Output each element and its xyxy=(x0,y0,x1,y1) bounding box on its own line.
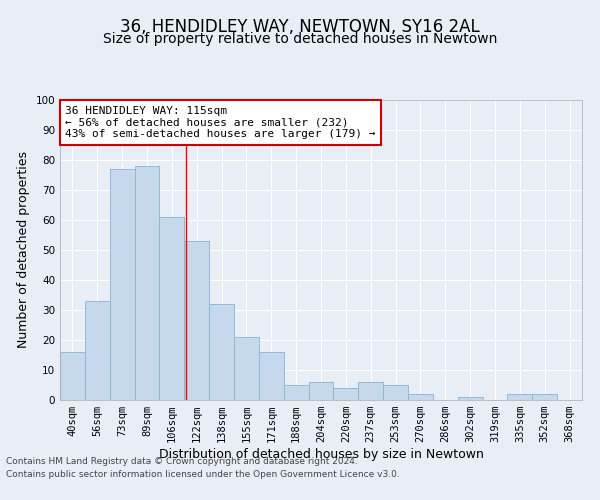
Bar xyxy=(85,301,110,400)
Bar xyxy=(110,169,134,400)
Text: Size of property relative to detached houses in Newtown: Size of property relative to detached ho… xyxy=(103,32,497,46)
Bar xyxy=(284,385,308,400)
Bar xyxy=(134,166,160,400)
Text: 36, HENDIDLEY WAY, NEWTOWN, SY16 2AL: 36, HENDIDLEY WAY, NEWTOWN, SY16 2AL xyxy=(120,18,480,36)
Bar xyxy=(60,352,85,400)
Bar xyxy=(458,397,482,400)
Bar xyxy=(160,217,184,400)
Bar xyxy=(334,388,358,400)
Text: Contains public sector information licensed under the Open Government Licence v3: Contains public sector information licen… xyxy=(6,470,400,479)
Text: Contains HM Land Registry data © Crown copyright and database right 2024.: Contains HM Land Registry data © Crown c… xyxy=(6,458,358,466)
Bar xyxy=(508,394,532,400)
Bar xyxy=(532,394,557,400)
Y-axis label: Number of detached properties: Number of detached properties xyxy=(17,152,30,348)
Bar xyxy=(358,382,383,400)
Bar xyxy=(383,385,408,400)
Bar xyxy=(234,337,259,400)
Bar xyxy=(209,304,234,400)
Bar xyxy=(308,382,334,400)
Bar xyxy=(259,352,284,400)
X-axis label: Distribution of detached houses by size in Newtown: Distribution of detached houses by size … xyxy=(158,448,484,461)
Text: 36 HENDIDLEY WAY: 115sqm
← 56% of detached houses are smaller (232)
43% of semi-: 36 HENDIDLEY WAY: 115sqm ← 56% of detach… xyxy=(65,106,376,139)
Bar xyxy=(184,241,209,400)
Bar xyxy=(408,394,433,400)
